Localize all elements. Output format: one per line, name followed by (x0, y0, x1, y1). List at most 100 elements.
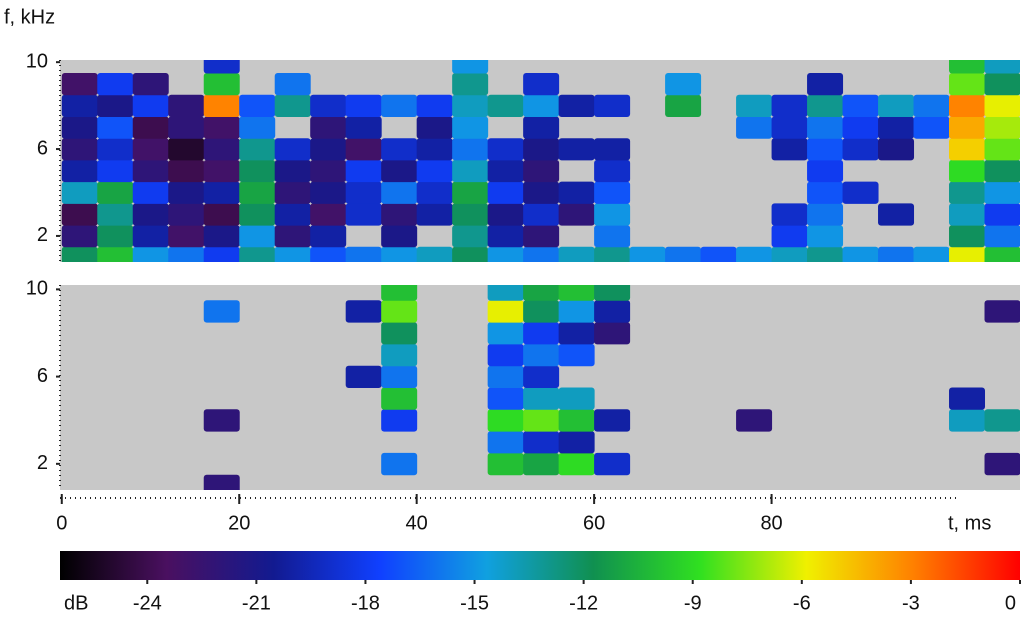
heatmap-cell (239, 116, 276, 139)
heatmap-cell (949, 409, 986, 432)
heatmap-cell (594, 300, 631, 323)
heatmap-cell (239, 159, 276, 183)
heatmap-cell (736, 409, 773, 432)
heatmap-cell (523, 409, 560, 432)
heatmap-cell (310, 159, 347, 183)
heatmap-cell (203, 474, 240, 490)
heatmap-cell (771, 203, 808, 226)
heatmap-cell (487, 409, 524, 432)
heatmap-cell (381, 285, 418, 301)
heatmap-cell (913, 246, 950, 262)
heatmap-cell (523, 300, 560, 323)
x-tick-label: 80 (760, 512, 782, 534)
x-tick-label: 0 (56, 512, 67, 534)
heatmap-cell (665, 246, 702, 262)
heatmap-cell (487, 181, 524, 204)
heatmap-cell (97, 203, 134, 226)
heatmap-cell (310, 94, 347, 117)
heatmap-cell (97, 159, 134, 183)
heatmap-cell (168, 203, 205, 226)
heatmap-cell (381, 387, 418, 410)
heatmap-cell (984, 246, 1020, 262)
heatmap-cell (487, 387, 524, 410)
heatmap-cell (274, 73, 311, 96)
heatmap-cell (345, 203, 382, 226)
colorbar-tick-label: -6 (793, 592, 811, 614)
heatmap-cell (345, 94, 382, 117)
heatmap-cell (878, 203, 915, 226)
heatmap-cell (132, 181, 169, 204)
heatmap-cell (416, 116, 453, 139)
heatmap-cell (416, 159, 453, 183)
x-axis-label: t, ms (948, 512, 991, 534)
y-tick-label: 2 (37, 224, 48, 246)
colorbar-tick-label: -18 (351, 592, 380, 614)
heatmap-cell (452, 203, 489, 226)
heatmap-cell (203, 203, 240, 226)
colorbar-tick-label: -24 (133, 592, 162, 614)
heatmap-cell (842, 181, 879, 204)
heatmap-cell (274, 138, 311, 161)
heatmap-cell (487, 452, 524, 476)
heatmap-cell (203, 138, 240, 161)
heatmap-cell (487, 300, 524, 323)
heatmap-cell (61, 181, 98, 204)
heatmap-cell (558, 285, 595, 301)
heatmap-cell (629, 246, 666, 262)
heatmap-cell (949, 225, 986, 248)
heatmap-cell (416, 203, 453, 226)
x-tick-label: 40 (406, 512, 428, 534)
heatmap-cell (345, 246, 382, 262)
heatmap-cell (61, 73, 98, 96)
heatmap-cell (523, 387, 560, 410)
heatmap-cell (487, 343, 524, 367)
heatmap-cell (878, 138, 915, 161)
heatmap-cell (452, 60, 489, 74)
y-tick-label: 10 (26, 50, 48, 72)
heatmap-cell (842, 94, 879, 117)
heatmap-cell (203, 181, 240, 204)
heatmap-cell (452, 73, 489, 96)
heatmap-cell (807, 246, 844, 262)
heatmap-cell (558, 203, 595, 226)
heatmap-cell (381, 322, 418, 345)
heatmap-cell (203, 159, 240, 183)
heatmap-cell (736, 116, 773, 139)
colorbar-tick-label: -3 (902, 592, 920, 614)
heatmap-cell (274, 159, 311, 183)
heatmap-cell (168, 246, 205, 262)
heatmap-cell (523, 94, 560, 117)
heatmap-cell (452, 246, 489, 262)
heatmap-cell (381, 365, 418, 388)
heatmap-cell (168, 159, 205, 183)
heatmap-cell (239, 225, 276, 248)
heatmap-cell (61, 225, 98, 248)
heatmap-cell (381, 300, 418, 323)
heatmap-cell (842, 116, 879, 139)
heatmap-cell (203, 225, 240, 248)
heatmap-cell (203, 73, 240, 96)
heatmap-cell (594, 138, 631, 161)
heatmap-cell (345, 300, 382, 323)
heatmap-cell (878, 246, 915, 262)
heatmap-cells (203, 285, 1020, 490)
heatmap-cell (984, 225, 1020, 248)
heatmap-cell (310, 138, 347, 161)
heatmap-cell (203, 94, 240, 117)
heatmap-cell (381, 94, 418, 117)
heatmap-cell (523, 159, 560, 183)
heatmap-cell (949, 203, 986, 226)
heatmap-cell (274, 225, 311, 248)
heatmap-cell (807, 94, 844, 117)
heatmap-cell (487, 225, 524, 248)
heatmap-cell (310, 181, 347, 204)
heatmap-cell (558, 431, 595, 454)
heatmap-cell (239, 203, 276, 226)
heatmap-cell (239, 138, 276, 161)
heatmap-cell (203, 246, 240, 262)
heatmap-cell (487, 138, 524, 161)
colorbar-tick-label: -9 (684, 592, 702, 614)
heatmap-cell (345, 138, 382, 161)
heatmap-cell (168, 181, 205, 204)
